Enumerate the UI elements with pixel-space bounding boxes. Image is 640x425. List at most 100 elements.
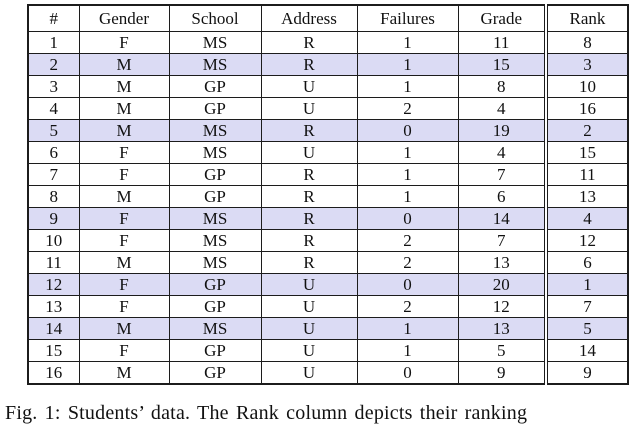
table-cell: 8 bbox=[544, 31, 629, 54]
table-cell: 5 bbox=[544, 317, 629, 340]
table-cell: 15 bbox=[457, 53, 547, 76]
table-cell: 8 bbox=[27, 185, 80, 208]
table-cell: R bbox=[260, 207, 358, 230]
table-cell: M bbox=[78, 251, 170, 274]
table-cell: 15 bbox=[27, 339, 80, 362]
table-cell: M bbox=[78, 361, 170, 385]
table-cell: 1 bbox=[27, 31, 80, 54]
table-cell: 1 bbox=[356, 185, 459, 208]
table-cell: 13 bbox=[27, 295, 80, 318]
table-cell: 11 bbox=[27, 251, 80, 274]
table-cell: 3 bbox=[27, 75, 80, 98]
table-cell: R bbox=[260, 119, 358, 142]
table-cell: 11 bbox=[544, 163, 629, 186]
table-cell: M bbox=[78, 185, 170, 208]
table-cell: 1 bbox=[356, 339, 459, 362]
table-cell: 6 bbox=[457, 185, 547, 208]
table-cell: MS bbox=[168, 251, 262, 274]
table-cell: 1 bbox=[356, 163, 459, 186]
table-row: 14 M MS U 1 13 5 bbox=[27, 317, 629, 340]
table-row: 9 F MS R 0 14 4 bbox=[27, 207, 629, 230]
table-cell: 7 bbox=[457, 229, 547, 252]
column-header: # bbox=[27, 4, 80, 32]
column-header: Rank bbox=[544, 4, 629, 32]
table-row: 13 F GP U 2 12 7 bbox=[27, 295, 629, 318]
table-row: 4 M GP U 2 4 16 bbox=[27, 97, 629, 120]
table-cell: GP bbox=[168, 339, 262, 362]
table-cell: 1 bbox=[544, 273, 629, 296]
table-row: 3 M GP U 1 8 10 bbox=[27, 75, 629, 98]
table-cell: 12 bbox=[544, 229, 629, 252]
table-cell: 2 bbox=[356, 295, 459, 318]
table-row: 6 F MS U 1 4 15 bbox=[27, 141, 629, 164]
table-cell: MS bbox=[168, 119, 262, 142]
table-cell: 19 bbox=[457, 119, 547, 142]
table-cell: 6 bbox=[27, 141, 80, 164]
table-cell: 0 bbox=[356, 207, 459, 230]
table-cell: 15 bbox=[544, 141, 629, 164]
column-header: Failures bbox=[356, 4, 459, 32]
table-row: 1 F MS R 1 11 8 bbox=[27, 31, 629, 54]
table-cell: R bbox=[260, 229, 358, 252]
table-row: 11 M MS R 2 13 6 bbox=[27, 251, 629, 274]
table-row: 12 F GP U 0 20 1 bbox=[27, 273, 629, 296]
table-cell: MS bbox=[168, 317, 262, 340]
table-cell: MS bbox=[168, 53, 262, 76]
table-cell: F bbox=[78, 31, 170, 54]
table-cell: 2 bbox=[544, 119, 629, 142]
table-cell: R bbox=[260, 31, 358, 54]
table-cell: 12 bbox=[27, 273, 80, 296]
table-cell: 4 bbox=[457, 141, 547, 164]
table-cell: F bbox=[78, 229, 170, 252]
figure-caption: Fig. 1: Students’ data. The Rank column … bbox=[5, 402, 528, 424]
table-cell: U bbox=[260, 141, 358, 164]
table-cell: 9 bbox=[457, 361, 547, 385]
table-cell: 12 bbox=[457, 295, 547, 318]
table-cell: R bbox=[260, 53, 358, 76]
table-cell: 4 bbox=[457, 97, 547, 120]
table-cell: R bbox=[260, 251, 358, 274]
table-cell: 13 bbox=[544, 185, 629, 208]
table-cell: GP bbox=[168, 273, 262, 296]
table-cell: 8 bbox=[457, 75, 547, 98]
table-cell: GP bbox=[168, 163, 262, 186]
table-row: 15 F GP U 1 5 14 bbox=[27, 339, 629, 362]
table-cell: 1 bbox=[356, 141, 459, 164]
column-header: School bbox=[168, 4, 262, 32]
table-row: 7 F GP R 1 7 11 bbox=[27, 163, 629, 186]
table-row: 10 F MS R 2 7 12 bbox=[27, 229, 629, 252]
table-cell: R bbox=[260, 185, 358, 208]
table-cell: GP bbox=[168, 295, 262, 318]
table-cell: 0 bbox=[356, 273, 459, 296]
table-cell: U bbox=[260, 273, 358, 296]
table-cell: F bbox=[78, 163, 170, 186]
table-cell: 4 bbox=[27, 97, 80, 120]
table-cell: 20 bbox=[457, 273, 547, 296]
table-cell: 4 bbox=[544, 207, 629, 230]
table-cell: 1 bbox=[356, 75, 459, 98]
table-cell: 2 bbox=[356, 229, 459, 252]
table-cell: GP bbox=[168, 361, 262, 385]
column-header: Grade bbox=[457, 4, 547, 32]
table-cell: U bbox=[260, 75, 358, 98]
table-cell: U bbox=[260, 339, 358, 362]
table-cell: MS bbox=[168, 141, 262, 164]
table-cell: M bbox=[78, 53, 170, 76]
table-cell: 13 bbox=[457, 317, 547, 340]
table-cell: 13 bbox=[457, 251, 547, 274]
table-cell: R bbox=[260, 163, 358, 186]
table-cell: 2 bbox=[27, 53, 80, 76]
table-cell: 9 bbox=[544, 361, 629, 385]
table-cell: 14 bbox=[457, 207, 547, 230]
table-cell: 1 bbox=[356, 53, 459, 76]
table-cell: M bbox=[78, 317, 170, 340]
table-cell: 7 bbox=[27, 163, 80, 186]
table-cell: 9 bbox=[27, 207, 80, 230]
table-cell: 16 bbox=[544, 97, 629, 120]
table-cell: F bbox=[78, 273, 170, 296]
table-cell: F bbox=[78, 339, 170, 362]
table-cell: U bbox=[260, 97, 358, 120]
column-header: Gender bbox=[78, 4, 170, 32]
table-cell: GP bbox=[168, 185, 262, 208]
